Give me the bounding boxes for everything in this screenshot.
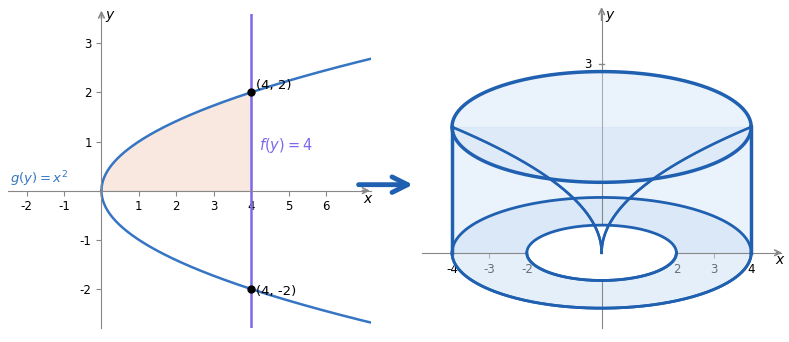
Text: y: y <box>105 8 114 22</box>
Text: x: x <box>364 192 372 206</box>
Polygon shape <box>452 71 751 182</box>
Text: x: x <box>776 253 783 267</box>
Polygon shape <box>452 197 751 308</box>
Polygon shape <box>527 225 676 280</box>
Text: $g(y) = x^2$: $g(y) = x^2$ <box>9 169 68 189</box>
Polygon shape <box>452 127 751 253</box>
Text: (4, -2): (4, -2) <box>256 285 296 298</box>
Text: $f(y) = 4$: $f(y) = 4$ <box>260 136 313 155</box>
Text: y: y <box>605 8 614 22</box>
Text: (4, 2): (4, 2) <box>256 79 291 92</box>
Text: 3: 3 <box>584 57 591 70</box>
